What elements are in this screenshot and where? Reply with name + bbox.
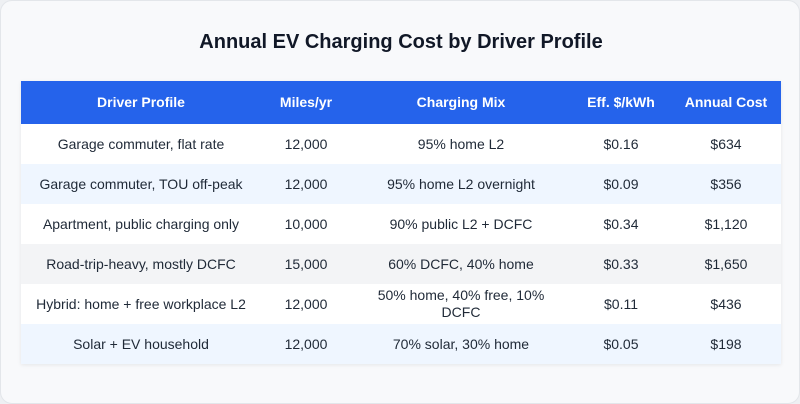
table-header-row: Driver Profile Miles/yr Charging Mix Eff. $… <box>21 81 781 124</box>
cell-annual-cost: $1,650 <box>671 244 781 284</box>
table-row: Solar + EV household 12,000 70% solar, 30%… <box>21 324 781 364</box>
table-row: Garage commuter, flat rate 12,000 95% home… <box>21 124 781 164</box>
column-header-miles-per-year: Miles/yr <box>261 81 351 124</box>
cell-driver-profile: Garage commuter, flat rate <box>21 124 261 164</box>
table-row: Hybrid: home + free workplace L2 12,000 50… <box>21 284 781 324</box>
cell-annual-cost: $634 <box>671 124 781 164</box>
cell-effective-rate: $0.11 <box>571 284 671 324</box>
cell-miles-per-year: 12,000 <box>261 324 351 364</box>
cell-charging-mix: 60% DCFC, 40% home <box>351 244 571 284</box>
cell-miles-per-year: 12,000 <box>261 164 351 204</box>
cell-effective-rate: $0.05 <box>571 324 671 364</box>
cell-driver-profile: Garage commuter, TOU off-peak <box>21 164 261 204</box>
cell-charging-mix: 95% home L2 <box>351 124 571 164</box>
table-row: Garage commuter, TOU off-peak 12,000 95% h… <box>21 164 781 204</box>
cell-effective-rate: $0.33 <box>571 244 671 284</box>
cell-effective-rate: $0.16 <box>571 124 671 164</box>
cell-annual-cost: $436 <box>671 284 781 324</box>
table-title: Annual EV Charging Cost by Driver Profil… <box>199 31 603 53</box>
cell-miles-per-year: 12,000 <box>261 124 351 164</box>
cell-driver-profile: Road-trip-heavy, mostly DCFC <box>21 244 261 284</box>
column-header-charging-mix: Charging Mix <box>351 81 571 124</box>
cell-charging-mix: 90% public L2 + DCFC <box>351 204 571 244</box>
cell-effective-rate: $0.09 <box>571 164 671 204</box>
cell-charging-mix: 50% home, 40% free, 10% DCFC <box>351 284 571 324</box>
cell-charging-mix: 70% solar, 30% home <box>351 324 571 364</box>
cell-miles-per-year: 15,000 <box>261 244 351 284</box>
cell-charging-mix: 95% home L2 overnight <box>351 164 571 204</box>
cell-miles-per-year: 10,000 <box>261 204 351 244</box>
cell-annual-cost: $198 <box>671 324 781 364</box>
cost-table: Driver Profile Miles/yr Charging Mix Eff. $… <box>21 81 781 364</box>
column-header-driver-profile: Driver Profile <box>21 81 261 124</box>
cell-miles-per-year: 12,000 <box>261 284 351 324</box>
cell-annual-cost: $356 <box>671 164 781 204</box>
cell-driver-profile: Solar + EV household <box>21 324 261 364</box>
column-header-effective-rate: Eff. $/kWh <box>571 81 671 124</box>
table-row: Apartment, public charging only 10,000 90%… <box>21 204 781 244</box>
cell-driver-profile: Apartment, public charging only <box>21 204 261 244</box>
column-header-annual-cost: Annual Cost <box>671 81 781 124</box>
table-row: Road-trip-heavy, mostly DCFC 15,000 60% DC… <box>21 244 781 284</box>
cell-effective-rate: $0.34 <box>571 204 671 244</box>
cell-annual-cost: $1,120 <box>671 204 781 244</box>
cell-driver-profile: Hybrid: home + free workplace L2 <box>21 284 261 324</box>
